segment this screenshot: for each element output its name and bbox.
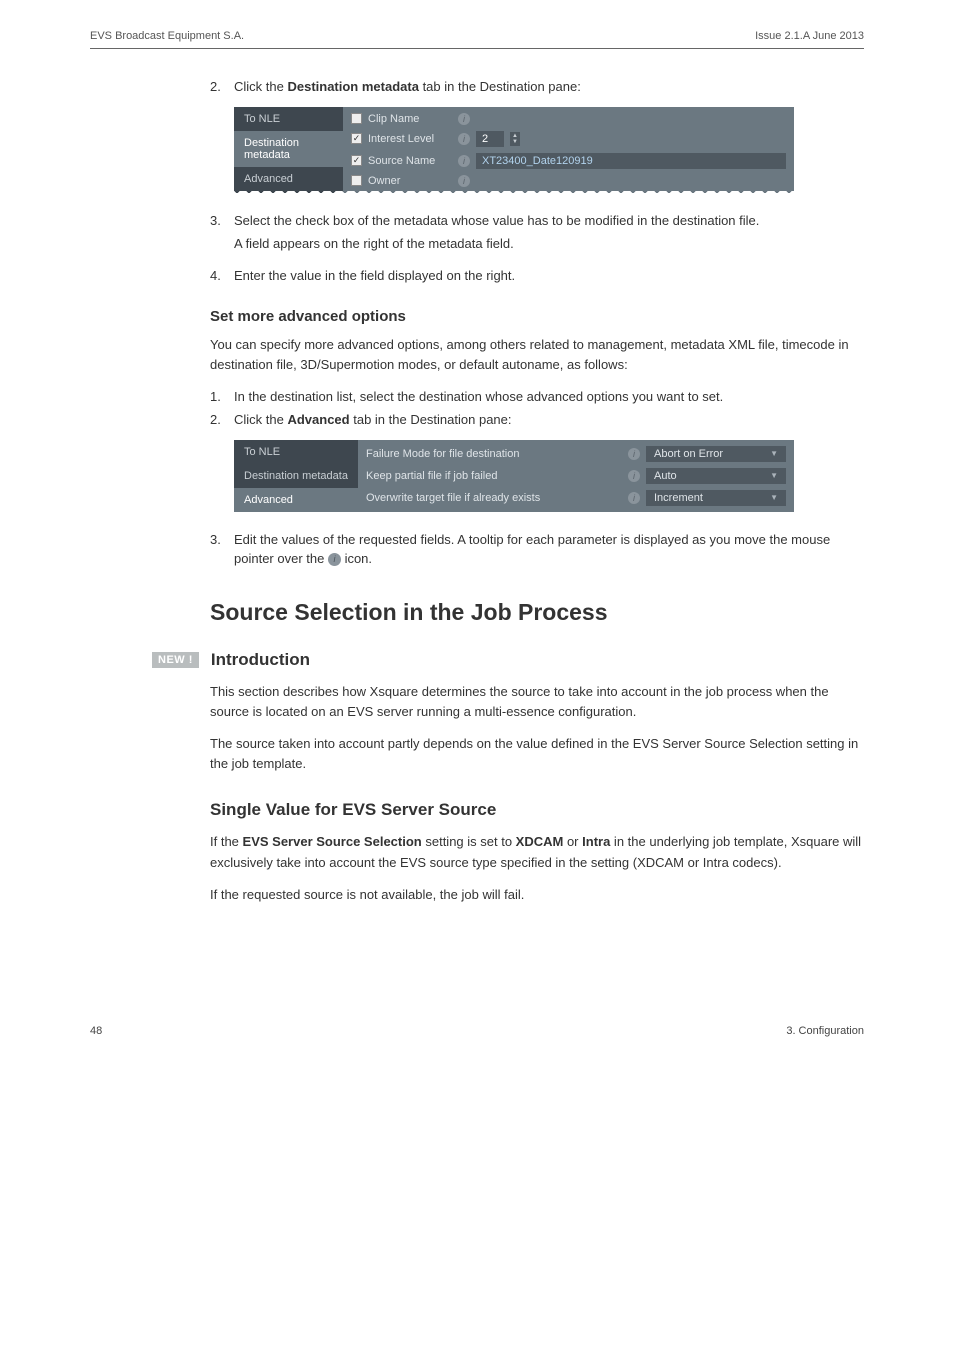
step-text: In the destination list, select the dest… xyxy=(234,387,864,407)
tab-list: To NLE Destination metadata Advanced xyxy=(234,107,343,193)
checkbox-interest-level[interactable]: ✓ xyxy=(351,133,362,144)
advanced-intro: You can specify more advanced options, a… xyxy=(210,335,864,375)
heading-set-advanced-options: Set more advanced options xyxy=(210,308,864,325)
new-badge: NEW ! xyxy=(152,652,199,668)
row-keep-partial: Keep partial file if job failed i Auto ▼ xyxy=(366,468,786,484)
list-number: 3. xyxy=(210,530,234,569)
info-icon[interactable]: i xyxy=(458,113,470,125)
row-source-name: ✓ Source Name i XT23400_Date120919 xyxy=(351,153,786,169)
step-text: Select the check box of the metadata who… xyxy=(234,211,864,231)
heading-source-selection: Source Selection in the Job Process xyxy=(90,599,864,626)
single-p2: If the requested source is not available… xyxy=(210,885,864,905)
step-2: 2. Click the Destination metadata tab in… xyxy=(210,77,864,97)
footer-section: 3. Configuration xyxy=(786,1025,864,1037)
step-text: Edit the values of the requested fields.… xyxy=(234,530,864,569)
row-owner: Owner i xyxy=(351,175,786,187)
heading-single-value: Single Value for EVS Server Source xyxy=(210,800,864,820)
intro-p2: The source taken into account partly dep… xyxy=(210,734,864,774)
list-number: 4. xyxy=(210,266,234,286)
list-number: 3. xyxy=(210,211,234,231)
label-interest-level: Interest Level xyxy=(368,133,452,145)
intro-p1: This section describes how Xsquare deter… xyxy=(210,682,864,722)
tab-advanced[interactable]: Advanced xyxy=(234,167,343,191)
row-overwrite: Overwrite target file if already exists … xyxy=(366,490,786,506)
intro-heading-row: NEW ! Introduction xyxy=(152,650,864,670)
label-source-name: Source Name xyxy=(368,155,452,167)
step-text: Click the Destination metadata tab in th… xyxy=(234,77,864,97)
tab-advanced[interactable]: Advanced xyxy=(234,488,358,512)
chevron-down-icon: ▼ xyxy=(770,493,778,502)
row-interest-level: ✓ Interest Level i 2 ▲▼ xyxy=(351,131,786,147)
row-failure-mode: Failure Mode for file destination i Abor… xyxy=(366,446,786,462)
tab-destination-metadata[interactable]: Destination metadata xyxy=(234,464,358,488)
tab-destination-metadata[interactable]: Destination metadata xyxy=(234,131,343,167)
adv-step-1: 1. In the destination list, select the d… xyxy=(210,387,864,407)
spinner-interest-level[interactable]: ▲▼ xyxy=(510,132,520,146)
label-keep-partial: Keep partial file if job failed xyxy=(366,470,622,482)
list-number: 2. xyxy=(210,77,234,97)
info-icon[interactable]: i xyxy=(458,133,470,145)
info-icon[interactable]: i xyxy=(628,448,640,460)
info-icon[interactable]: i xyxy=(628,470,640,482)
info-icon[interactable]: i xyxy=(458,155,470,167)
tab-to-nle[interactable]: To NLE xyxy=(234,107,343,131)
value-interest-level[interactable]: 2 xyxy=(476,131,504,147)
tab-list: To NLE Destination metadata Advanced xyxy=(234,440,358,512)
adv-step-2: 2. Click the Advanced tab in the Destina… xyxy=(210,410,864,430)
step-text: Click the Advanced tab in the Destinatio… xyxy=(234,410,864,430)
metadata-pane: Clip Name i ✓ Interest Level i 2 ▲▼ ✓ So… xyxy=(343,107,794,193)
step-4: 4. Enter the value in the field displaye… xyxy=(210,266,864,286)
chevron-down-icon: ▼ xyxy=(770,471,778,480)
step-text: Enter the value in the field displayed o… xyxy=(234,266,864,286)
select-keep-partial[interactable]: Auto ▼ xyxy=(646,468,786,484)
page-footer: 48 3. Configuration xyxy=(0,1025,954,1037)
label-failure-mode: Failure Mode for file destination xyxy=(366,448,622,460)
header-left: EVS Broadcast Equipment S.A. xyxy=(90,30,244,42)
footer-page-number: 48 xyxy=(90,1025,102,1037)
list-number: 1. xyxy=(210,387,234,407)
select-overwrite[interactable]: Increment ▼ xyxy=(646,490,786,506)
info-icon[interactable]: i xyxy=(458,175,470,187)
step-3: 3. Select the check box of the metadata … xyxy=(210,211,864,231)
value-source-name[interactable]: XT23400_Date120919 xyxy=(476,153,786,169)
checkbox-owner[interactable] xyxy=(351,175,362,186)
tab-to-nle[interactable]: To NLE xyxy=(234,440,358,464)
info-icon: i xyxy=(328,553,341,566)
single-p1: If the EVS Server Source Selection setti… xyxy=(210,832,864,872)
advanced-panel: To NLE Destination metadata Advanced Fai… xyxy=(234,440,794,512)
label-owner: Owner xyxy=(368,175,452,187)
heading-introduction: Introduction xyxy=(211,650,310,670)
step-3-sub: A field appears on the right of the meta… xyxy=(234,234,864,254)
destination-metadata-panel: To NLE Destination metadata Advanced Cli… xyxy=(234,107,794,193)
chevron-down-icon: ▼ xyxy=(770,449,778,458)
info-icon[interactable]: i xyxy=(628,492,640,504)
header-right: Issue 2.1.A June 2013 xyxy=(755,30,864,42)
select-failure-mode[interactable]: Abort on Error ▼ xyxy=(646,446,786,462)
label-clip-name: Clip Name xyxy=(368,113,452,125)
checkbox-clip-name[interactable] xyxy=(351,113,362,124)
checkbox-source-name[interactable]: ✓ xyxy=(351,155,362,166)
list-number: 2. xyxy=(210,410,234,430)
row-clip-name: Clip Name i xyxy=(351,113,786,125)
label-overwrite: Overwrite target file if already exists xyxy=(366,492,622,504)
page-header: EVS Broadcast Equipment S.A. Issue 2.1.A… xyxy=(90,30,864,49)
advanced-pane: Failure Mode for file destination i Abor… xyxy=(358,440,794,512)
adv-step-3: 3. Edit the values of the requested fiel… xyxy=(210,530,864,569)
